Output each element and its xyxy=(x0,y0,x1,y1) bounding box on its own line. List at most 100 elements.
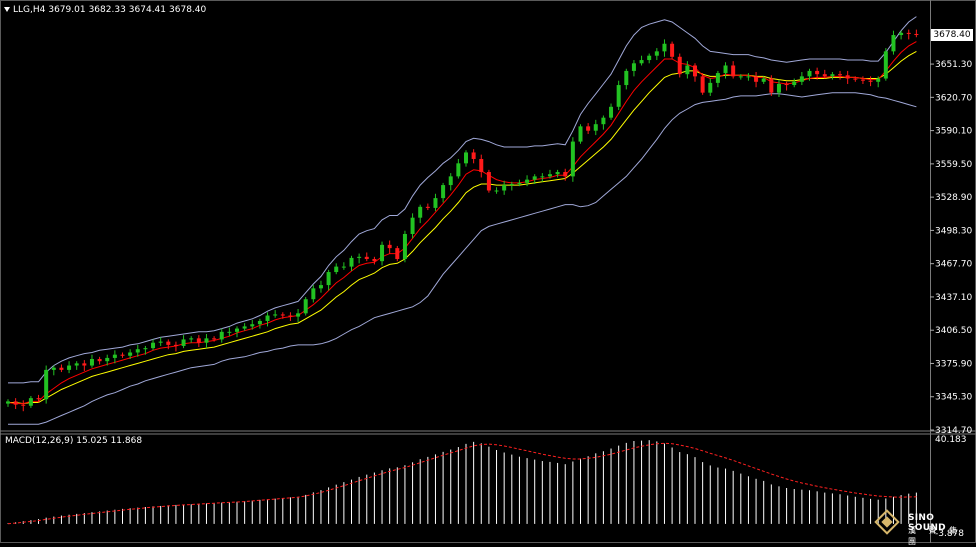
candle-body xyxy=(364,256,369,259)
candle-body xyxy=(586,126,591,131)
candle-body xyxy=(235,328,239,332)
candle xyxy=(112,350,117,364)
candle-body xyxy=(693,65,697,77)
candle-body xyxy=(754,76,759,82)
candle xyxy=(670,41,675,59)
candle-body xyxy=(883,51,888,79)
candle-body xyxy=(807,70,812,77)
candle xyxy=(59,364,64,373)
candle xyxy=(448,173,453,191)
candle xyxy=(563,168,568,181)
candle xyxy=(288,312,293,321)
candle-body xyxy=(173,344,178,346)
price-axis-label: 3406.50 xyxy=(935,326,972,336)
price-axis-label: 3559.50 xyxy=(935,160,972,170)
candle xyxy=(349,255,354,271)
candle-body xyxy=(265,315,270,321)
candle xyxy=(876,76,881,88)
candle xyxy=(761,76,766,84)
candle xyxy=(677,53,682,78)
candle-body xyxy=(616,85,621,107)
candle-body xyxy=(143,348,148,350)
candle-body xyxy=(441,185,446,199)
candle-body xyxy=(578,126,583,142)
candle-body xyxy=(189,338,194,340)
candle xyxy=(273,310,278,318)
candle-body xyxy=(303,299,308,314)
candle xyxy=(128,349,133,360)
candle-body xyxy=(914,33,919,36)
candle-body xyxy=(44,369,49,400)
candle xyxy=(693,63,697,82)
candle-body xyxy=(845,75,850,79)
candle xyxy=(173,341,178,352)
candle xyxy=(380,241,385,266)
candle-body xyxy=(357,256,362,258)
candle-body xyxy=(593,124,598,131)
candle xyxy=(181,335,186,349)
macd-axis-top: 40.183 xyxy=(935,435,967,445)
candle xyxy=(402,230,407,263)
candle-body xyxy=(318,285,323,289)
candle xyxy=(120,352,125,358)
candle xyxy=(410,213,415,239)
dropdown-arrow-icon[interactable] xyxy=(4,6,10,12)
candle xyxy=(509,181,514,191)
candle-body xyxy=(509,183,514,186)
candle-body xyxy=(838,74,843,76)
candle-body xyxy=(219,331,224,340)
candle-body xyxy=(624,70,629,86)
candle-body xyxy=(341,266,346,268)
candle-body xyxy=(212,338,217,340)
candle xyxy=(883,48,888,81)
candle xyxy=(395,245,400,262)
candle-body xyxy=(158,341,163,343)
candle-body xyxy=(402,233,407,259)
open-value: 3679.01 xyxy=(48,5,86,15)
candle xyxy=(219,328,224,343)
candle xyxy=(6,399,10,407)
candle xyxy=(479,154,484,178)
candle-body xyxy=(67,365,72,370)
candle xyxy=(105,354,110,366)
candle xyxy=(860,76,865,84)
candle xyxy=(135,344,140,357)
candle xyxy=(776,79,781,98)
candle-body xyxy=(89,359,94,366)
candle xyxy=(166,339,171,350)
price-axis-label: 3314.70 xyxy=(935,426,972,436)
candle-body xyxy=(74,363,79,366)
candle-body xyxy=(517,182,522,184)
candle xyxy=(555,169,560,178)
candle-body xyxy=(570,141,575,177)
candle xyxy=(731,61,736,79)
candle xyxy=(196,335,201,348)
candle xyxy=(586,123,591,134)
candle-body xyxy=(891,35,896,52)
candle xyxy=(235,326,239,338)
candle xyxy=(754,72,759,88)
candle-body xyxy=(906,32,911,34)
candle-body xyxy=(647,55,652,61)
candle-body xyxy=(479,158,484,173)
candle xyxy=(250,319,255,330)
candle-body xyxy=(410,217,415,234)
candle-body xyxy=(609,106,614,118)
candle xyxy=(593,119,598,136)
low-value: 3674.41 xyxy=(128,5,167,15)
candle-body xyxy=(654,51,659,56)
candle-body xyxy=(196,338,201,343)
candle-body xyxy=(563,172,568,177)
candle-body xyxy=(860,79,865,81)
candle xyxy=(74,361,79,370)
candle-body xyxy=(815,70,820,75)
candle xyxy=(738,74,743,80)
candle xyxy=(89,354,94,368)
candle xyxy=(700,73,705,95)
candle xyxy=(471,149,476,164)
candle xyxy=(654,48,659,61)
candle-body xyxy=(555,172,560,175)
